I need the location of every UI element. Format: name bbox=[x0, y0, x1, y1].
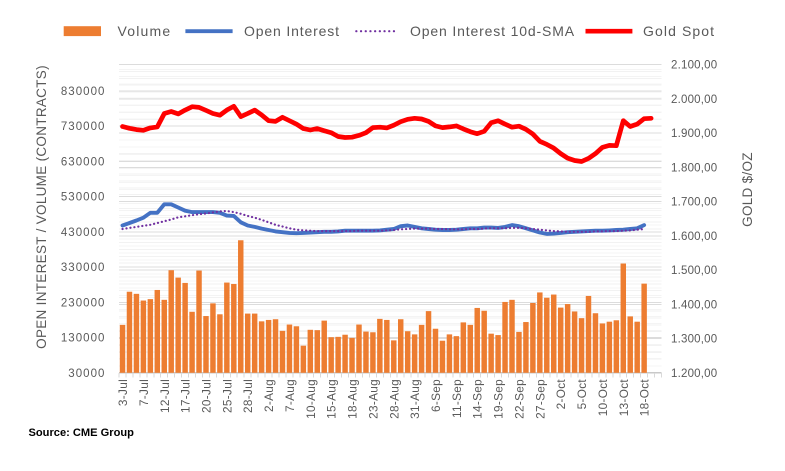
svg-text:12-Jul: 12-Jul bbox=[158, 379, 172, 413]
svg-text:15-Aug: 15-Aug bbox=[325, 379, 339, 419]
svg-text:Source: CME Group: Source: CME Group bbox=[29, 427, 135, 439]
svg-text:2-Oct: 2-Oct bbox=[554, 379, 568, 410]
svg-text:13-Oct: 13-Oct bbox=[617, 379, 631, 417]
svg-text:Volume: Volume bbox=[118, 23, 172, 39]
svg-text:2-Aug: 2-Aug bbox=[262, 379, 276, 412]
svg-text:730000: 730000 bbox=[61, 121, 106, 133]
svg-text:2.000,00: 2.000,00 bbox=[671, 94, 717, 106]
svg-text:18-Oct: 18-Oct bbox=[638, 379, 652, 417]
svg-text:3-Jul: 3-Jul bbox=[116, 379, 130, 406]
svg-text:1.900,00: 1.900,00 bbox=[671, 128, 717, 140]
svg-text:22-Sep: 22-Sep bbox=[513, 379, 527, 419]
svg-text:630000: 630000 bbox=[61, 156, 106, 168]
svg-text:30000: 30000 bbox=[68, 368, 105, 380]
svg-text:1.800,00: 1.800,00 bbox=[671, 162, 717, 174]
svg-text:430000: 430000 bbox=[61, 227, 106, 239]
svg-text:19-Sep: 19-Sep bbox=[492, 379, 506, 419]
svg-text:Open Interest 10d-SMA: Open Interest 10d-SMA bbox=[410, 23, 575, 39]
svg-text:11-Sep: 11-Sep bbox=[450, 379, 464, 418]
svg-text:28-Aug: 28-Aug bbox=[387, 379, 401, 419]
svg-text:830000: 830000 bbox=[61, 86, 106, 98]
svg-text:1.200,00: 1.200,00 bbox=[671, 368, 717, 380]
svg-text:Open Interest: Open Interest bbox=[244, 23, 340, 39]
svg-text:230000: 230000 bbox=[61, 297, 106, 309]
svg-text:530000: 530000 bbox=[61, 192, 106, 204]
svg-text:5-Oct: 5-Oct bbox=[575, 379, 589, 410]
svg-text:330000: 330000 bbox=[61, 262, 106, 274]
svg-text:1.400,00: 1.400,00 bbox=[671, 299, 717, 311]
svg-text:2.100,00: 2.100,00 bbox=[671, 60, 717, 72]
svg-text:20-Jul: 20-Jul bbox=[200, 379, 214, 413]
svg-text:1.600,00: 1.600,00 bbox=[671, 231, 717, 243]
svg-text:1.300,00: 1.300,00 bbox=[671, 334, 717, 346]
svg-text:7-Aug: 7-Aug bbox=[283, 379, 297, 412]
svg-text:17-Jul: 17-Jul bbox=[179, 379, 193, 413]
svg-text:25-Jul: 25-Jul bbox=[220, 379, 234, 413]
svg-text:GOLD $/OZ: GOLD $/OZ bbox=[740, 152, 755, 227]
svg-text:27-Sep: 27-Sep bbox=[533, 379, 547, 419]
svg-text:6-Sep: 6-Sep bbox=[429, 379, 443, 412]
svg-text:OPEN INTEREST / VOLUME (CONTRA: OPEN INTEREST / VOLUME (CONTRACTS) bbox=[34, 65, 49, 349]
svg-text:28-Jul: 28-Jul bbox=[241, 379, 255, 413]
svg-text:130000: 130000 bbox=[61, 333, 106, 345]
svg-text:10-Aug: 10-Aug bbox=[304, 379, 318, 419]
svg-text:1.700,00: 1.700,00 bbox=[671, 197, 717, 209]
svg-text:23-Aug: 23-Aug bbox=[366, 379, 380, 419]
svg-text:14-Sep: 14-Sep bbox=[471, 379, 485, 419]
svg-text:7-Jul: 7-Jul bbox=[137, 379, 151, 406]
svg-text:Gold Spot: Gold Spot bbox=[643, 23, 715, 39]
svg-text:1.500,00: 1.500,00 bbox=[671, 265, 717, 277]
svg-text:10-Oct: 10-Oct bbox=[596, 379, 610, 417]
svg-text:31-Aug: 31-Aug bbox=[408, 379, 422, 419]
svg-text:18-Aug: 18-Aug bbox=[346, 379, 360, 419]
